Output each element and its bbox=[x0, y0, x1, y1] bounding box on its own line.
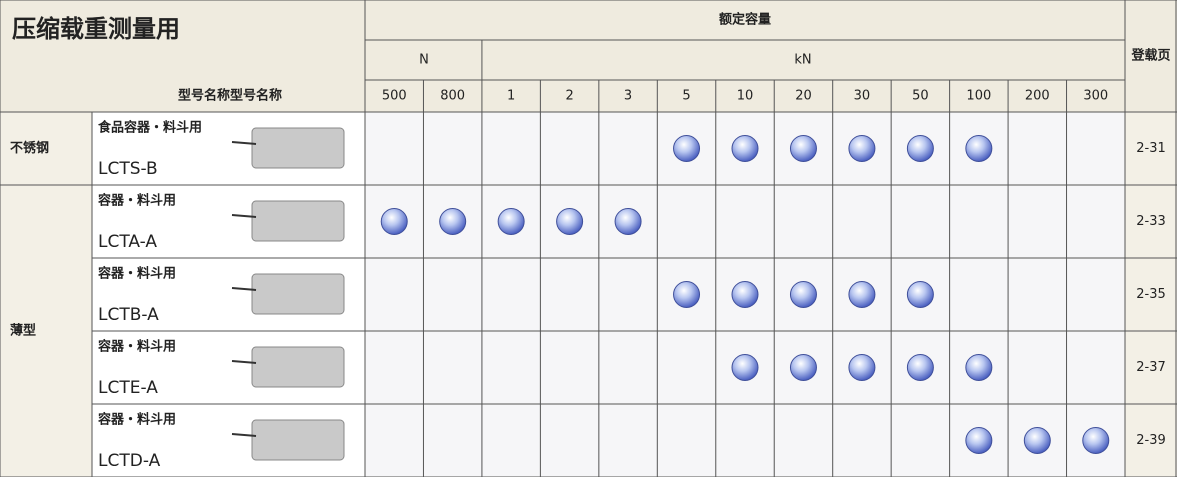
group-label: 不锈钢 bbox=[10, 140, 49, 156]
use-label: 容器・料斗用 bbox=[97, 412, 176, 428]
rating-dot bbox=[556, 208, 584, 235]
rated-capacity: 额定容量 bbox=[719, 12, 771, 28]
capacity-label: 2 bbox=[565, 89, 573, 104]
rating-dot bbox=[789, 135, 817, 162]
page-ref: 2-37 bbox=[1136, 360, 1166, 375]
rating-dot bbox=[848, 281, 876, 308]
capacity-label: 300 bbox=[1083, 89, 1108, 104]
product-cable bbox=[231, 214, 257, 218]
page-ref: 2-39 bbox=[1136, 433, 1166, 448]
rating-dot bbox=[965, 135, 993, 162]
product-cable bbox=[231, 360, 257, 364]
rating-dot bbox=[789, 354, 817, 381]
rating-dot bbox=[1082, 427, 1110, 454]
rating-dot bbox=[673, 135, 701, 162]
unit-kn: kN bbox=[794, 53, 811, 68]
model-name: LCTE-A bbox=[98, 378, 158, 398]
rating-dot bbox=[965, 427, 993, 454]
rating-dot bbox=[614, 208, 642, 235]
capacity-label: 20 bbox=[795, 89, 812, 104]
product-cable bbox=[231, 433, 257, 437]
rating-dot bbox=[848, 135, 876, 162]
capacity-label: 800 bbox=[440, 89, 465, 104]
product-image bbox=[251, 127, 345, 169]
capacity-label: 50 bbox=[912, 89, 929, 104]
header-bg bbox=[0, 0, 1177, 112]
page-ref: 2-31 bbox=[1136, 141, 1166, 156]
use-label: 容器・料斗用 bbox=[97, 266, 176, 282]
page-ref: 2-33 bbox=[1136, 214, 1166, 229]
use-label: 容器・料斗用 bbox=[97, 193, 176, 209]
rating-dot bbox=[497, 208, 525, 235]
model-label: 型号名称型号名称 bbox=[178, 88, 282, 104]
page-bg bbox=[1125, 112, 1177, 477]
group-label: 薄型 bbox=[10, 323, 36, 339]
use-label: 食品容器・料斗用 bbox=[98, 120, 202, 136]
capacity-label: 5 bbox=[682, 89, 690, 104]
rating-dot bbox=[731, 354, 759, 381]
model-name: LCTB-A bbox=[98, 305, 159, 325]
rating-dot bbox=[848, 354, 876, 381]
rating-dot bbox=[731, 135, 759, 162]
capacity-label: 30 bbox=[854, 89, 871, 104]
product-cable bbox=[231, 287, 257, 291]
rating-dot bbox=[906, 354, 934, 381]
capacity-label: 100 bbox=[966, 89, 991, 104]
model-name: LCTS-B bbox=[98, 159, 158, 179]
rating-dot bbox=[789, 281, 817, 308]
capacity-label: 1 bbox=[507, 89, 515, 104]
capacity-label: 3 bbox=[624, 89, 632, 104]
page-ref: 2-35 bbox=[1136, 287, 1166, 302]
rating-dot bbox=[906, 281, 934, 308]
page-label: 登载页 bbox=[1130, 48, 1170, 64]
rating-dot bbox=[731, 281, 759, 308]
model-name: LCTD-A bbox=[98, 451, 161, 471]
product-image bbox=[251, 346, 345, 388]
product-image bbox=[251, 419, 345, 461]
use-label: 容器・料斗用 bbox=[97, 339, 176, 355]
rating-dot bbox=[380, 208, 408, 235]
product-image bbox=[251, 273, 345, 315]
rating-dot bbox=[965, 354, 993, 381]
rating-dot bbox=[673, 281, 701, 308]
rating-dot bbox=[1023, 427, 1051, 454]
model-name: LCTA-A bbox=[98, 232, 157, 252]
title: 压缩载重测量用 bbox=[12, 15, 180, 43]
rating-dot bbox=[906, 135, 934, 162]
capacity-label: 200 bbox=[1025, 89, 1050, 104]
capacity-label: 500 bbox=[382, 89, 407, 104]
product-cable bbox=[231, 141, 257, 145]
product-image bbox=[251, 200, 345, 242]
capacity-label: 10 bbox=[737, 89, 754, 104]
unit-n: N bbox=[419, 53, 429, 68]
rating-dot bbox=[439, 208, 467, 235]
group-bg bbox=[0, 112, 92, 477]
